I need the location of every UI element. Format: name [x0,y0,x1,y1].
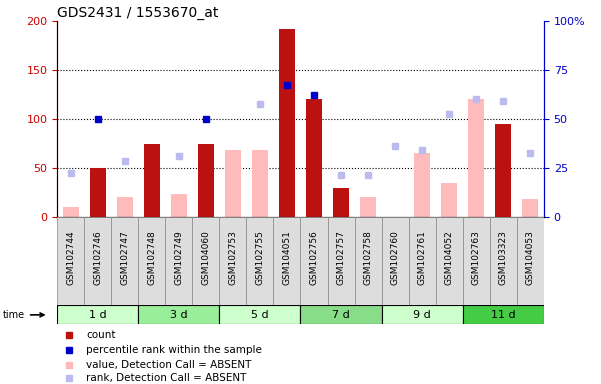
Bar [328,217,355,305]
Bar [333,188,349,217]
Bar [144,144,160,217]
Bar [219,217,246,305]
Bar [165,217,192,305]
Bar [57,217,84,305]
Bar [138,305,219,324]
Bar [463,305,544,324]
Bar [306,99,322,217]
Text: GSM102746: GSM102746 [93,230,102,285]
Bar [192,217,219,305]
Bar [225,151,241,217]
Bar [436,217,463,305]
Text: GSM102753: GSM102753 [228,230,237,285]
Bar [63,207,79,217]
Text: GSM102758: GSM102758 [364,230,373,285]
Text: GSM102761: GSM102761 [418,230,427,285]
Bar [409,217,436,305]
Text: GSM103323: GSM103323 [499,230,508,285]
Bar [355,217,382,305]
Bar [90,168,106,217]
Bar [279,29,295,217]
Text: 9 d: 9 d [413,310,431,320]
Bar [117,197,133,217]
Bar [138,217,165,305]
Bar [360,197,376,217]
Text: 1 d: 1 d [89,310,106,320]
Bar [300,217,328,305]
Text: GSM102744: GSM102744 [66,230,75,285]
Text: count: count [87,330,116,340]
Bar [171,194,187,217]
Bar [57,305,138,324]
Bar [300,305,382,324]
Bar [252,151,268,217]
Text: GSM102756: GSM102756 [310,230,319,285]
Text: 11 d: 11 d [491,310,516,320]
Bar [414,153,430,217]
Text: value, Detection Call = ABSENT: value, Detection Call = ABSENT [87,359,252,369]
Bar [517,217,544,305]
Text: GSM102749: GSM102749 [174,230,183,285]
Bar [495,124,511,217]
Text: GSM104052: GSM104052 [445,230,454,285]
Text: GSM104060: GSM104060 [201,230,210,285]
Bar [468,99,484,217]
Text: GSM102757: GSM102757 [337,230,346,285]
Text: GSM102755: GSM102755 [255,230,264,285]
Bar [522,199,538,217]
Text: GSM104053: GSM104053 [526,230,535,285]
Bar [333,192,349,217]
Text: GSM102748: GSM102748 [147,230,156,285]
Bar [246,217,273,305]
Bar [490,217,517,305]
Bar [382,305,463,324]
Bar [441,183,457,217]
Text: time: time [3,310,44,320]
Bar [111,217,138,305]
Bar [382,217,409,305]
Text: rank, Detection Call = ABSENT: rank, Detection Call = ABSENT [87,373,246,384]
Bar [273,217,300,305]
Text: GSM102763: GSM102763 [472,230,481,285]
Text: GSM102747: GSM102747 [120,230,129,285]
Text: percentile rank within the sample: percentile rank within the sample [87,345,262,355]
Text: GSM102760: GSM102760 [391,230,400,285]
Text: 5 d: 5 d [251,310,269,320]
Bar [198,144,214,217]
Text: 3 d: 3 d [170,310,188,320]
Bar [84,217,111,305]
Text: GDS2431 / 1553670_at: GDS2431 / 1553670_at [57,6,219,20]
Text: 7 d: 7 d [332,310,350,320]
Text: GSM104051: GSM104051 [282,230,291,285]
Bar [463,217,490,305]
Bar [219,305,300,324]
